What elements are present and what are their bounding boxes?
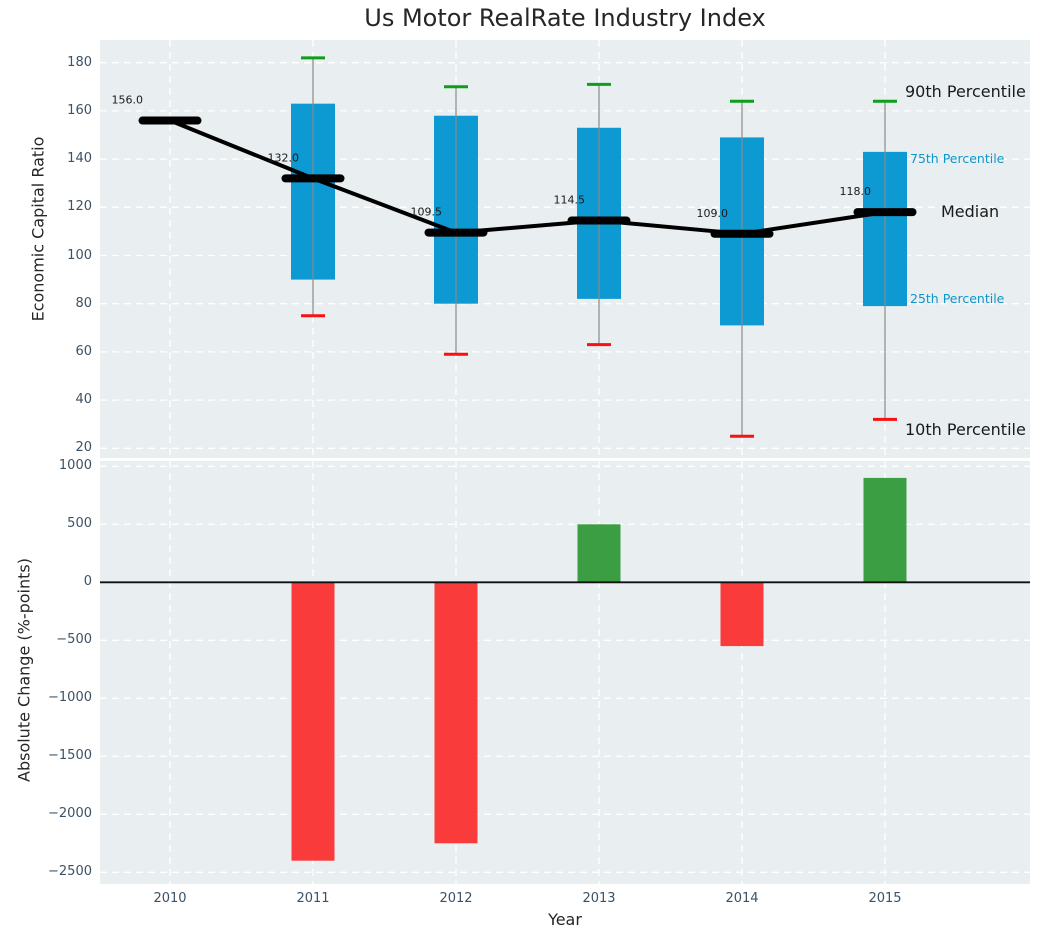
legend-90th-percentile: 90th Percentile: [905, 82, 1026, 101]
median-line: [169, 118, 886, 236]
median-dash-2014: [710, 229, 774, 238]
xtick-2015: 2015: [868, 891, 902, 906]
bar-plot-area: [100, 461, 1030, 884]
ytick-top-100: 100: [67, 247, 92, 263]
legend-median: Median: [941, 202, 1000, 221]
median-dash-2010: [138, 116, 202, 125]
median-value-2011: 132.0: [268, 151, 300, 164]
xtick-2014: 2014: [725, 891, 759, 906]
ytick-bottom-1000: 1000: [58, 458, 92, 474]
ytick-bottom-500: 500: [67, 516, 92, 532]
median-value-2010: 156.0: [112, 94, 144, 107]
ytick-bottom--1500: −1500: [48, 748, 92, 764]
bar-2012: [434, 582, 478, 844]
xtick-2010: 2010: [153, 891, 187, 906]
median-value-2013: 114.5: [554, 194, 586, 207]
bar-2014: [720, 582, 764, 647]
median-value-2014: 109.0: [697, 207, 729, 220]
ytick-top-80: 80: [75, 295, 92, 311]
ytick-top-120: 120: [67, 199, 92, 215]
ytick-bottom--2500: −2500: [48, 864, 92, 880]
ytick-top-20: 20: [75, 440, 92, 456]
ytick-top-180: 180: [67, 54, 92, 70]
legend-75th-percentile: 75th Percentile: [910, 151, 1005, 166]
ytick-bottom--2000: −2000: [48, 806, 92, 822]
bar-2015: [863, 477, 907, 583]
legend-25th-percentile: 25th Percentile: [910, 291, 1005, 306]
median-dash-2012: [424, 228, 488, 237]
xtick-2013: 2013: [582, 891, 616, 906]
bar-plot-canvas: [100, 461, 1030, 884]
bar-2013: [577, 524, 621, 583]
bar-2011: [291, 582, 335, 861]
ytick-bottom-0: 0: [83, 574, 92, 590]
legend-10th-percentile: 10th Percentile: [905, 420, 1026, 439]
ytick-top-60: 60: [75, 343, 92, 359]
ytick-bottom--500: −500: [56, 632, 92, 648]
box-plot-canvas: 156.0 132.0 109.5 114.5 109.0 118.0: [100, 40, 1030, 458]
median-value-2012: 109.5: [411, 206, 443, 219]
median-dash-2011: [281, 174, 345, 183]
median-dash-2013: [567, 216, 631, 225]
xtick-2011: 2011: [296, 891, 330, 906]
ytick-top-160: 160: [67, 102, 92, 118]
median-dash-2015: [853, 208, 917, 217]
ytick-top-40: 40: [75, 392, 92, 408]
chart-title: Us Motor RealRate Industry Index: [364, 4, 766, 32]
ytick-top-140: 140: [67, 151, 92, 167]
x-axis-label: Year: [548, 910, 582, 929]
ytick-bottom--1000: −1000: [48, 690, 92, 706]
median-value-2015: 118.0: [840, 185, 872, 198]
xtick-2012: 2012: [439, 891, 473, 906]
box-plot-area: 156.0 132.0 109.5 114.5 109.0 118.0: [100, 40, 1030, 458]
